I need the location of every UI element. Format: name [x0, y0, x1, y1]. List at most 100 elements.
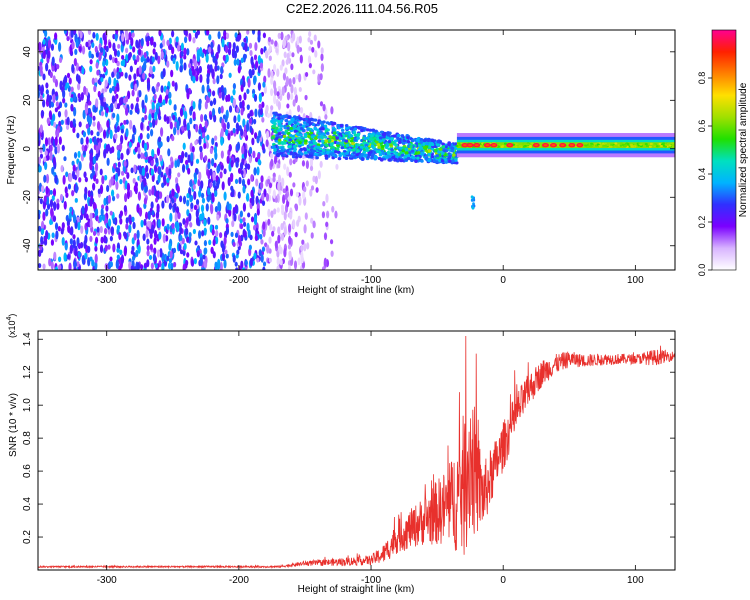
- noise-cell: [322, 103, 326, 112]
- noise-cell: [211, 158, 215, 167]
- noise-cell: [272, 63, 277, 73]
- noise-cell: [153, 93, 157, 100]
- noise-cell: [243, 130, 247, 138]
- noise-cell: [223, 168, 227, 175]
- noise-cell: [146, 238, 150, 245]
- noise-cell: [148, 113, 152, 122]
- noise-cell: [206, 134, 210, 141]
- noise-cell: [217, 43, 221, 54]
- noise-cell: [168, 98, 172, 106]
- noise-cell: [234, 261, 238, 267]
- noise-cell: [309, 39, 314, 45]
- noise-cell: [230, 95, 234, 104]
- noise-cell: [146, 40, 150, 47]
- noise-cell: [49, 199, 54, 208]
- noise-cell: [290, 84, 294, 94]
- signal-cell: [374, 155, 378, 160]
- noise-cell: [262, 261, 267, 267]
- spectrogram-x-tick-label: 100: [627, 275, 644, 286]
- noise-cell: [136, 67, 140, 77]
- noise-cell: [118, 232, 122, 241]
- noise-cell: [183, 62, 187, 71]
- noise-cell: [110, 176, 114, 186]
- noise-cell: [152, 253, 157, 263]
- noise-cell: [72, 214, 77, 224]
- noise-cell: [67, 253, 71, 260]
- noise-cell: [143, 142, 148, 152]
- signal-cell: [298, 117, 303, 121]
- noise-cell: [156, 147, 161, 156]
- noise-cell: [244, 42, 248, 52]
- signal-cell: [270, 136, 275, 140]
- noise-cell: [42, 263, 46, 270]
- noise-cell: [266, 178, 271, 185]
- noise-cell: [194, 240, 198, 246]
- noise-cell: [52, 156, 56, 166]
- noise-cell: [214, 261, 218, 269]
- noise-cell: [186, 236, 190, 243]
- noise-cell: [166, 255, 170, 262]
- noise-cell: [89, 256, 93, 262]
- noise-cell: [205, 53, 209, 63]
- signal-cell: [353, 137, 358, 141]
- noise-cell: [140, 181, 145, 191]
- colorbar: 0.0 0.2 0.4 0.6 0.8 Normalized spectral ampl…: [697, 29, 749, 276]
- signal-cell: [441, 142, 445, 146]
- signal-cell: [380, 144, 385, 149]
- noise-cell: [50, 101, 55, 108]
- noise-cell: [169, 156, 174, 163]
- signal-cell: [327, 138, 332, 142]
- signal-cell: [280, 146, 285, 150]
- noise-cell: [325, 221, 329, 228]
- noise-cell: [110, 189, 115, 197]
- noise-cell: [149, 65, 153, 75]
- noise-cell: [38, 263, 42, 269]
- signal-cell: [370, 144, 375, 148]
- noise-cell: [230, 231, 234, 238]
- signal-cell: [356, 136, 360, 140]
- noise-cell: [96, 137, 100, 143]
- noise-cell: [125, 223, 129, 230]
- noise-cell: [277, 234, 281, 244]
- noise-cell: [114, 101, 118, 109]
- noise-cell: [120, 134, 124, 145]
- noise-cell: [54, 136, 58, 146]
- noise-cell: [188, 212, 192, 222]
- noise-cell: [300, 245, 304, 252]
- signal-cell: [275, 153, 280, 157]
- noise-cell: [74, 184, 79, 194]
- noise-cell: [116, 225, 121, 231]
- noise-cell: [157, 55, 161, 65]
- noise-cell: [193, 204, 198, 211]
- noise-cell: [115, 166, 119, 173]
- noise-cell: [116, 50, 120, 58]
- noise-cell: [311, 46, 315, 53]
- colorbar-tick-label: 0.6: [697, 120, 707, 133]
- noise-cell: [292, 32, 296, 42]
- noise-cell: [192, 37, 196, 44]
- carrier-cell: [522, 145, 526, 148]
- signal-cell: [374, 129, 378, 133]
- noise-cell: [205, 95, 210, 104]
- noise-cell: [148, 254, 153, 260]
- noise-cell: [248, 244, 252, 251]
- noise-cell: [260, 47, 264, 55]
- noise-cell: [234, 204, 238, 214]
- noise-cell: [190, 152, 194, 162]
- carrier-cell: [516, 144, 520, 147]
- noise-cell: [257, 54, 261, 65]
- carrier-peak: [507, 143, 512, 147]
- noise-cell: [145, 165, 149, 173]
- noise-cell: [252, 150, 256, 159]
- carrier-cell: [648, 145, 652, 148]
- noise-cell: [112, 218, 116, 225]
- signal-cell: [324, 128, 329, 133]
- noise-cell: [150, 168, 154, 176]
- noise-cell: [145, 229, 149, 238]
- noise-cell: [215, 230, 219, 237]
- noise-cell: [65, 214, 69, 222]
- noise-cell: [159, 43, 163, 49]
- noise-cell: [243, 54, 247, 59]
- carrier-cell: [500, 145, 504, 148]
- noise-cell: [85, 136, 89, 145]
